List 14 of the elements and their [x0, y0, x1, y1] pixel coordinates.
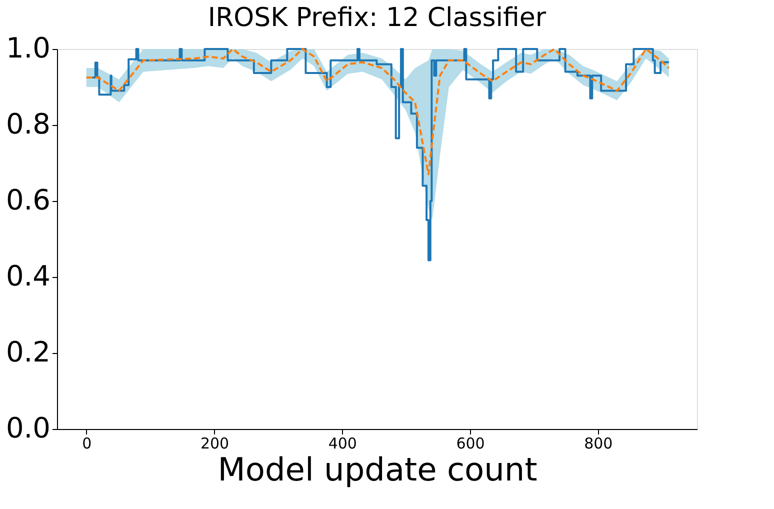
x-tick-label: 800	[584, 434, 613, 452]
x-tick-label: 200	[200, 434, 230, 452]
x-tick-label: 600	[456, 434, 485, 452]
chart-title: IROSK Prefix: 12 Classifier	[208, 3, 546, 33]
y-tick-label: 0.8	[6, 108, 50, 140]
y-tick-label: 0.0	[6, 412, 50, 444]
x-axis-title: Model update count	[218, 450, 538, 488]
y-tick-label: 0.2	[6, 336, 50, 368]
y-tick-label: 1.0	[6, 32, 50, 64]
y-tick-label: 0.6	[6, 184, 50, 216]
line-series	[85, 48, 670, 176]
y-tick-label: 0.4	[6, 260, 50, 292]
x-tick-label: 0	[82, 434, 92, 452]
x-tick-label: 400	[328, 434, 357, 452]
